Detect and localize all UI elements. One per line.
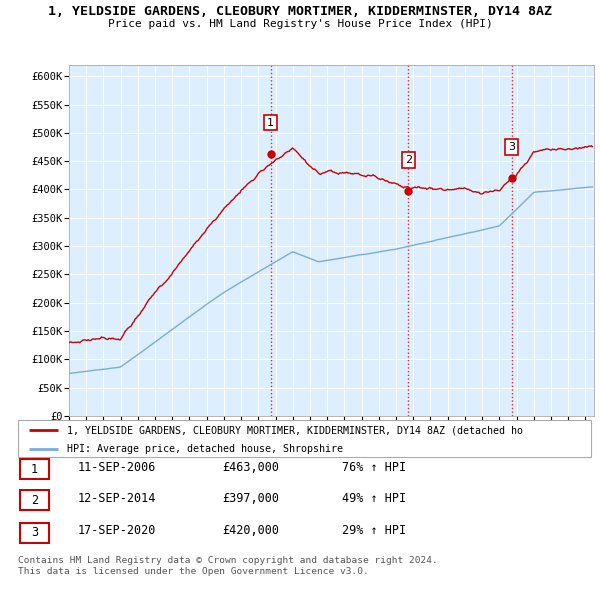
Text: 29% ↑ HPI: 29% ↑ HPI xyxy=(342,525,406,537)
Text: £420,000: £420,000 xyxy=(222,525,279,537)
Text: HPI: Average price, detached house, Shropshire: HPI: Average price, detached house, Shro… xyxy=(67,444,343,454)
Text: 11-SEP-2006: 11-SEP-2006 xyxy=(78,461,157,474)
Text: 3: 3 xyxy=(31,526,38,539)
Text: 12-SEP-2014: 12-SEP-2014 xyxy=(78,492,157,505)
Text: Contains HM Land Registry data © Crown copyright and database right 2024.
This d: Contains HM Land Registry data © Crown c… xyxy=(18,556,438,576)
Text: 17-SEP-2020: 17-SEP-2020 xyxy=(78,525,157,537)
FancyBboxPatch shape xyxy=(20,490,49,510)
Text: 1, YELDSIDE GARDENS, CLEOBURY MORTIMER, KIDDERMINSTER, DY14 8AZ (detached ho: 1, YELDSIDE GARDENS, CLEOBURY MORTIMER, … xyxy=(67,425,523,435)
Text: 1: 1 xyxy=(31,463,38,476)
Text: 3: 3 xyxy=(508,142,515,152)
FancyBboxPatch shape xyxy=(18,420,591,457)
FancyBboxPatch shape xyxy=(20,459,49,479)
Text: 1, YELDSIDE GARDENS, CLEOBURY MORTIMER, KIDDERMINSTER, DY14 8AZ: 1, YELDSIDE GARDENS, CLEOBURY MORTIMER, … xyxy=(48,5,552,18)
Text: £463,000: £463,000 xyxy=(222,461,279,474)
FancyBboxPatch shape xyxy=(20,523,49,543)
Text: 49% ↑ HPI: 49% ↑ HPI xyxy=(342,492,406,505)
Text: 76% ↑ HPI: 76% ↑ HPI xyxy=(342,461,406,474)
Text: £397,000: £397,000 xyxy=(222,492,279,505)
Text: 2: 2 xyxy=(31,494,38,507)
Text: 2: 2 xyxy=(405,155,412,165)
Text: Price paid vs. HM Land Registry's House Price Index (HPI): Price paid vs. HM Land Registry's House … xyxy=(107,19,493,30)
Text: 1: 1 xyxy=(267,117,274,127)
